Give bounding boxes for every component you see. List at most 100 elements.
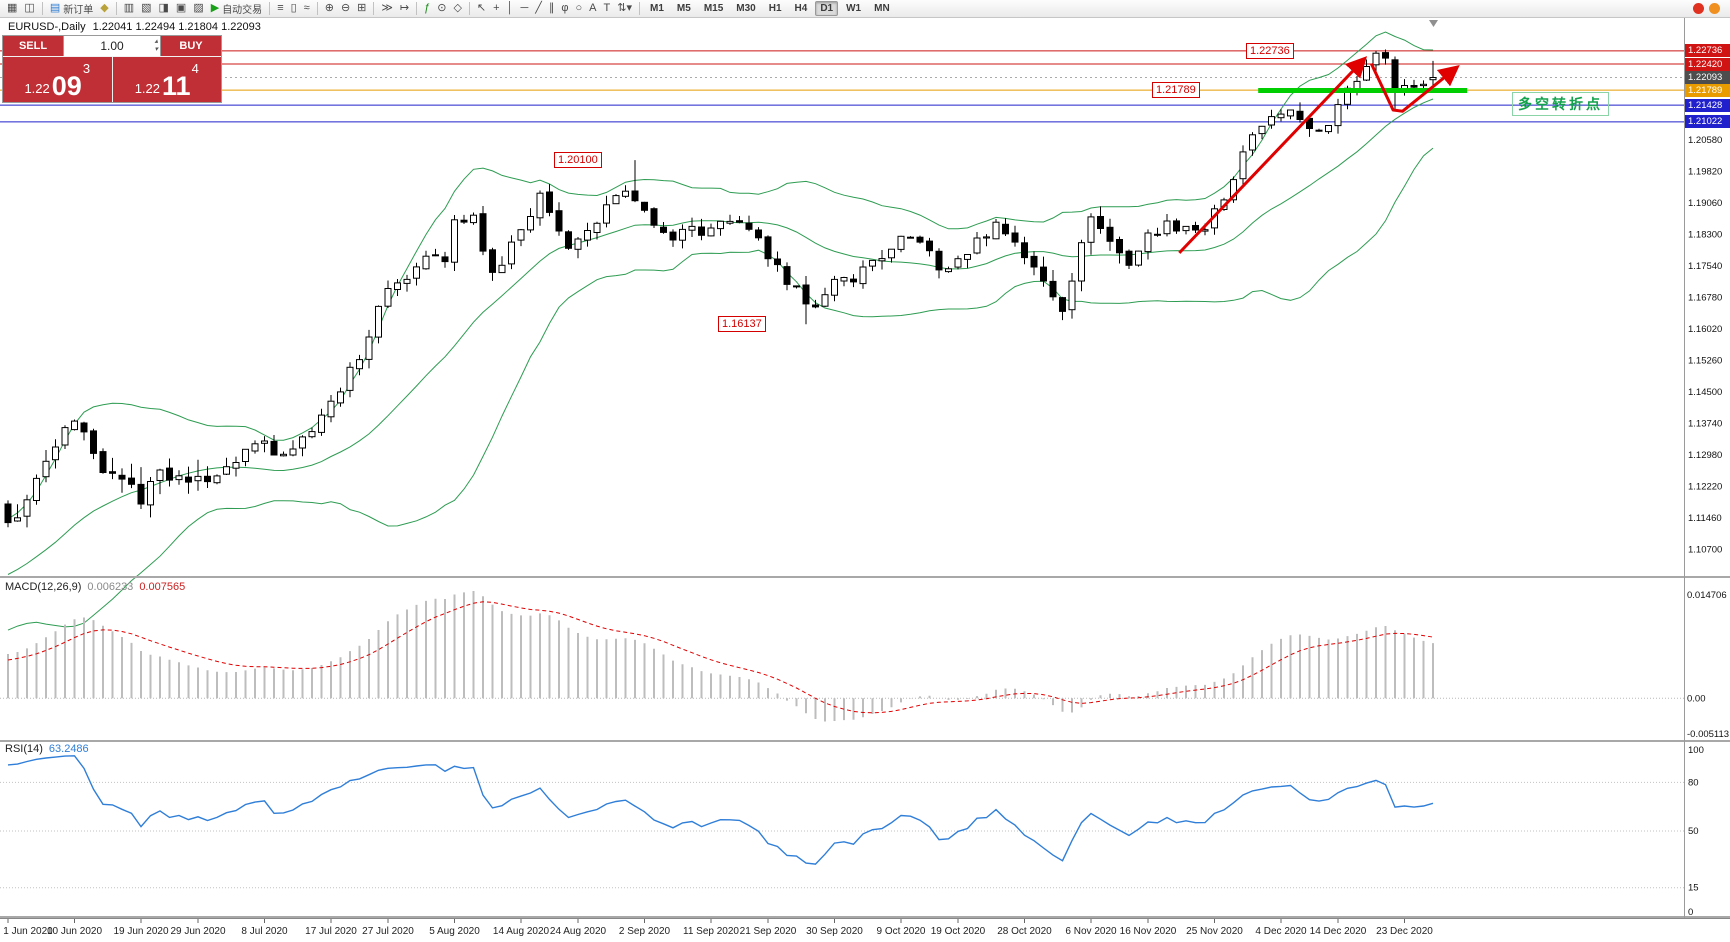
new-order-button-label: 新订单 [63,5,94,16]
auto-scroll-button[interactable]: ≫ [378,1,396,16]
bar-chart-button[interactable]: ≡ [274,1,286,16]
price-tag-1.22736: 1.22736 [1685,44,1730,58]
time-label: 28 Oct 2020 [997,926,1052,937]
auto-scroll-icon: ≫ [381,2,393,14]
text-button[interactable]: A [586,1,599,16]
new-chart-button[interactable]: ▦ [4,1,20,16]
price-annotation-1.16137[interactable]: 1.16137 [718,316,766,333]
price-tick-label: 1.15260 [1688,356,1722,367]
panel-separator[interactable] [0,740,1730,742]
sell-price-prefix: 1.22 [24,81,50,97]
buy-tab[interactable]: BUY [161,36,221,56]
time-label: 17 Jul 2020 [305,926,357,937]
zoom-out-button[interactable]: ⊖ [338,1,353,16]
spinner-down-icon[interactable]: ▾ [154,46,158,53]
volume-spinner[interactable]: ▴ ▾ [154,38,158,54]
zoom-out-icon: ⊖ [340,2,351,14]
time-label: 6 Nov 2020 [1065,926,1117,937]
panel-separator[interactable] [0,576,1730,578]
new-order-icon: ▤ [49,2,61,14]
panel-separator[interactable] [0,916,1730,918]
periods-button[interactable]: ⊙ [434,1,449,16]
spinner-up-icon[interactable]: ▴ [154,38,158,45]
price-tag-1.21428: 1.21428 [1685,98,1730,112]
rsi-axis-label: 0 [1688,907,1693,918]
sell-price-sup: 3 [82,61,91,76]
autotrading-button-label: 自动交易 [222,5,263,16]
timeframe-m15-button[interactable]: M15 [703,3,724,14]
strategy-tester-button[interactable]: ▨ [190,1,206,16]
trend-arrow-2[interactable] [1369,62,1460,113]
templates-button[interactable]: ◇ [450,1,464,16]
chart-canvas[interactable]: 1.20580 1.19820 1.19060 1.18300 1.17540 1.167… [0,18,1730,942]
time-label: 21 Sep 2020 [740,926,797,937]
timeframe-h1-button[interactable]: H1 [768,3,782,14]
time-label: 2 Sep 2020 [619,926,671,937]
crosshair-button[interactable]: + [490,1,502,16]
timeframe-h4-button[interactable]: H4 [794,3,808,14]
trend-arrow-1[interactable] [1178,56,1368,254]
quote-ohlc: 1.22041 1.22494 1.21804 1.22093 [92,21,261,33]
new-order-button[interactable]: ▤ 新订单 [47,1,96,17]
chart-shift-button[interactable]: ↦ [397,1,412,16]
community-icon[interactable] [1709,3,1720,14]
macd-header: MACD(12,26,9) 0.006233 0.007565 [5,581,191,593]
price-annotation-1.21789[interactable]: 1.21789 [1152,82,1200,99]
profiles-button[interactable]: ◫ [21,1,37,16]
sell-button[interactable]: 1.22 09 3 [3,57,112,102]
price-annotation-1.22736[interactable]: 1.22736 [1246,42,1294,59]
candlestick-chart-button[interactable]: ▯ [288,1,300,16]
market-watch-button[interactable]: ▥ [121,1,137,16]
macd-title: MACD(12,26,9) [5,581,82,593]
bull-candles [14,52,1437,522]
toolbar-separator [115,2,117,15]
fibonacci-icon: φ [561,2,569,14]
terminal-button[interactable]: ▣ [173,1,189,16]
navigator-button[interactable]: ◨ [156,1,172,16]
toolbar-separator [468,2,470,15]
buy-button[interactable]: 1.22 11 4 [112,57,221,102]
timeframe-mn-button[interactable]: MN [874,3,890,14]
strategy-tester-icon: ▨ [193,2,204,14]
metaeditor-icon: ◆ [100,2,109,14]
timeframe-d1-button[interactable]: D1 [815,1,839,16]
label-button[interactable]: T [601,1,614,16]
cursor-button[interactable]: ↖ [474,1,489,16]
tile-windows-button[interactable]: ⊞ [354,1,369,16]
timeframe-w1-button[interactable]: W1 [846,3,862,14]
fibonacci-button[interactable]: φ [558,1,571,16]
timeframe-m5-button[interactable]: M5 [676,3,691,14]
time-label: 9 Oct 2020 [877,926,926,937]
chart-shift-icon: ↦ [399,2,410,14]
zoom-in-button[interactable]: ⊕ [322,1,337,16]
alerts-icon[interactable] [1693,3,1704,14]
price-annotation-1.20100[interactable]: 1.20100 [554,152,602,169]
metaeditor-button[interactable]: ◆ [97,1,111,16]
time-label: 14 Aug 2020 [493,926,550,937]
horizontal-line-button[interactable]: ─ [517,1,531,16]
arrows-button[interactable]: ⇅▾ [614,1,635,16]
indicators-button[interactable]: ƒ [421,1,433,16]
turning-point-note[interactable]: 多空转折点 [1512,92,1609,116]
data-window-button[interactable]: ▧ [138,1,154,16]
toolbar-separator [316,2,318,15]
price-tick-label: 1.12220 [1688,482,1722,493]
rsi-line [7,755,1434,865]
time-label: 27 Jul 2020 [362,926,414,937]
timeframe-m1-button[interactable]: M1 [650,3,664,14]
line-chart-button[interactable]: ≈ [301,1,313,16]
terminal-icon: ▣ [175,2,187,14]
timeframe-m30-button[interactable]: M30 [736,3,756,14]
toolbar-separator [416,2,418,15]
channel-button[interactable]: ∥ [546,1,558,16]
price-tick-label: 1.16020 [1688,324,1722,335]
candle-wicks [7,49,1434,528]
trendline-button[interactable]: ╱ [532,1,545,16]
vertical-line-button[interactable]: │ [504,1,517,16]
chart-shift-marker[interactable] [1429,20,1438,27]
shapes-button[interactable]: ○ [573,1,586,16]
time-label: 14 Dec 2020 [1310,926,1367,937]
autotrading-button[interactable]: ▶ 自动交易 [208,1,265,17]
volume-input[interactable]: 1.00 ▴ ▾ [63,36,161,56]
sell-tab[interactable]: SELL [3,36,63,56]
